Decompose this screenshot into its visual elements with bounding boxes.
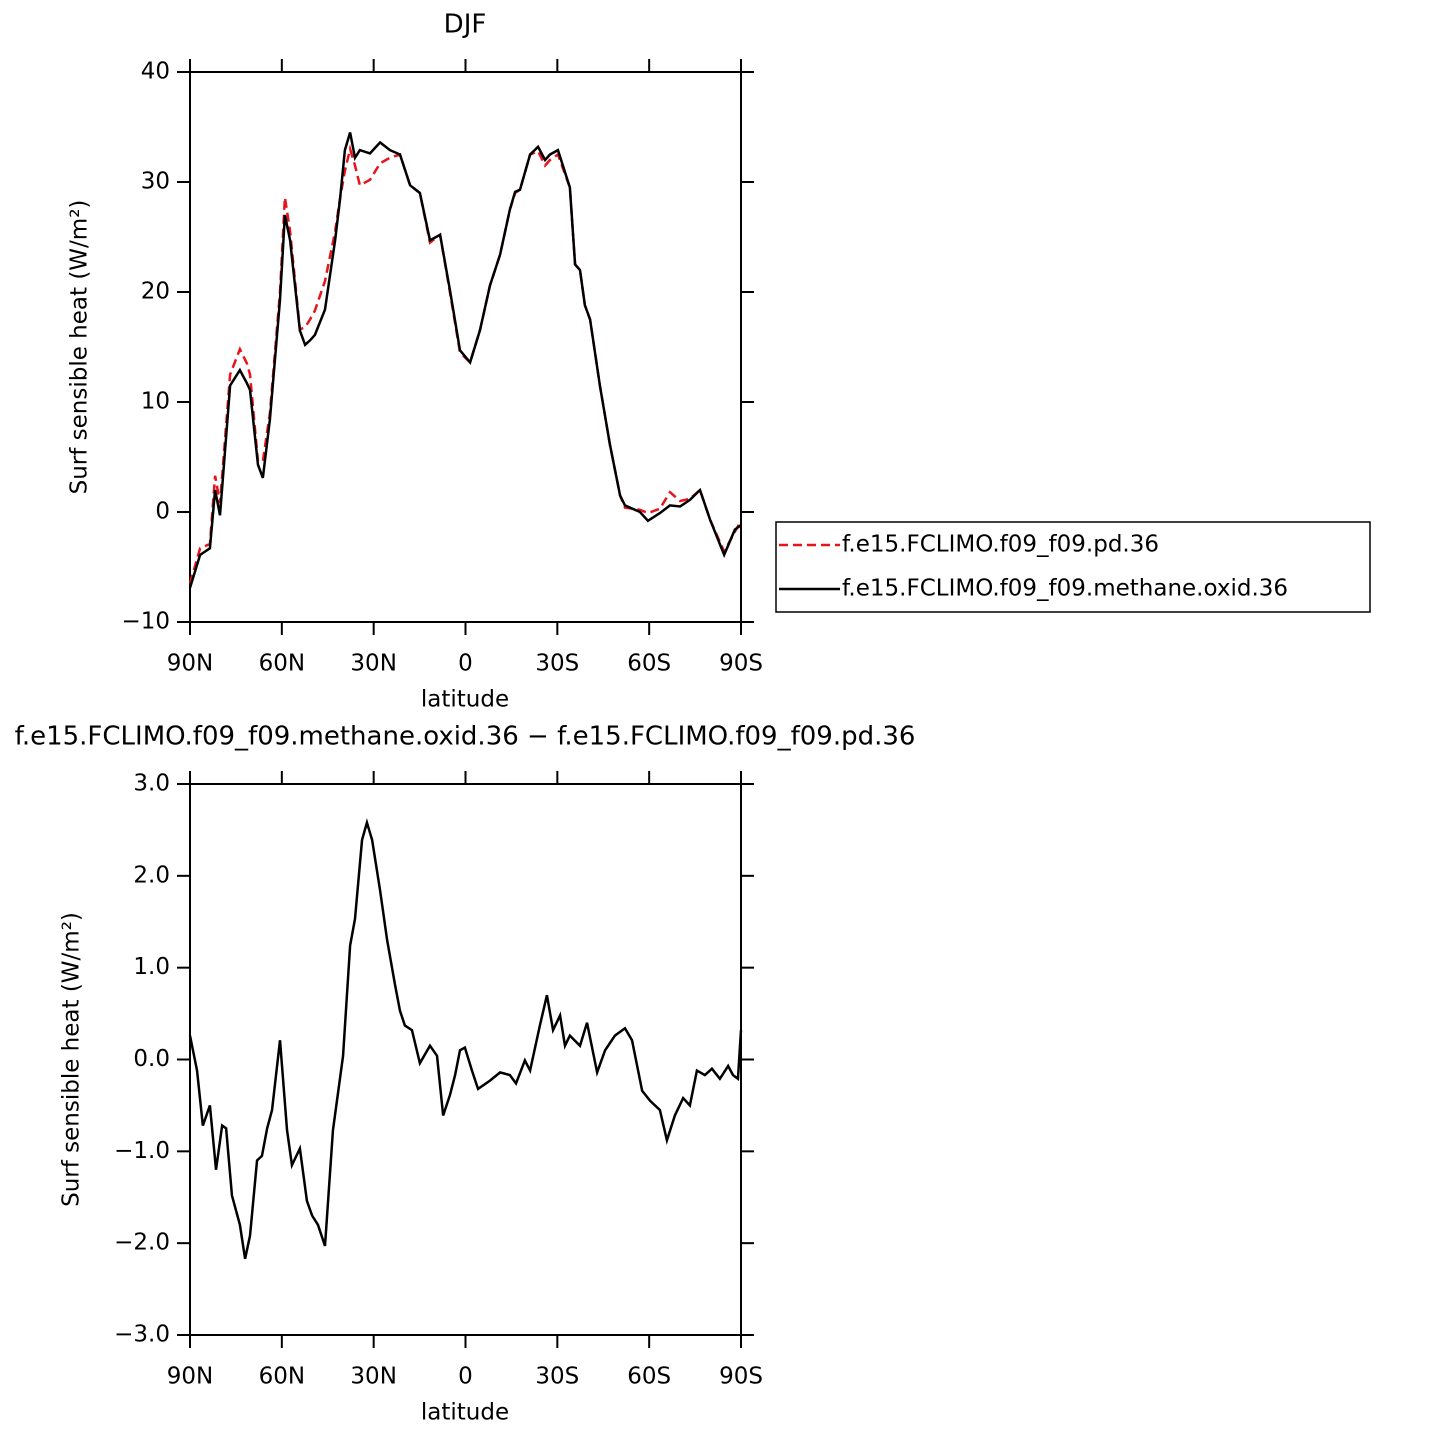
y-tick-label: −1.0 bbox=[114, 1138, 170, 1164]
x-tick-label: 0 bbox=[458, 651, 473, 677]
x-axis-label: latitude bbox=[421, 1400, 509, 1426]
y-tick-label: 30 bbox=[141, 169, 170, 195]
y-tick-label: 10 bbox=[141, 389, 170, 415]
x-tick-label: 60S bbox=[627, 1364, 671, 1390]
x-tick-label: 0 bbox=[458, 1364, 473, 1390]
plot-frame bbox=[189, 783, 742, 1336]
x-tick-label: 90N bbox=[167, 1364, 213, 1390]
y-tick-label: 1.0 bbox=[133, 954, 170, 980]
y-tick-label: 40 bbox=[141, 59, 170, 85]
y-tick-label: −10 bbox=[121, 609, 170, 635]
data-line bbox=[188, 132, 742, 589]
x-tick-label: 30N bbox=[350, 1364, 396, 1390]
x-tick-label: 60N bbox=[259, 651, 305, 677]
y-tick-label: 0 bbox=[155, 499, 170, 525]
x-tick-label: 30N bbox=[350, 651, 396, 677]
x-tick-label: 30S bbox=[535, 1364, 579, 1390]
y-tick-label: 3.0 bbox=[133, 771, 170, 797]
chart-title: f.e15.FCLIMO.f09_f09.methane.oxid.36 − f… bbox=[15, 722, 916, 752]
x-tick-label: 90S bbox=[719, 651, 763, 677]
data-line bbox=[188, 144, 743, 584]
y-tick-label: 2.0 bbox=[133, 862, 170, 888]
y-tick-label: 20 bbox=[141, 279, 170, 305]
y-tick-label: −3.0 bbox=[114, 1322, 170, 1348]
legend-label: f.e15.FCLIMO.f09_f09.pd.36 bbox=[842, 532, 1159, 558]
x-tick-label: 60N bbox=[259, 1364, 305, 1390]
x-tick-label: 90S bbox=[719, 1364, 763, 1390]
plot-frame bbox=[189, 71, 742, 623]
y-axis-label: Surf sensible heat (W/m²) bbox=[67, 200, 93, 495]
x-tick-label: 90N bbox=[167, 651, 213, 677]
y-tick-label: −2.0 bbox=[114, 1230, 170, 1256]
x-axis-label: latitude bbox=[421, 687, 509, 713]
chart-title: DJF bbox=[444, 10, 487, 40]
y-axis-label: Surf sensible heat (W/m²) bbox=[59, 912, 85, 1207]
data-line bbox=[188, 818, 743, 1260]
y-tick-label: 0.0 bbox=[133, 1046, 170, 1072]
x-tick-label: 60S bbox=[627, 651, 671, 677]
x-tick-label: 30S bbox=[535, 651, 579, 677]
legend-label: f.e15.FCLIMO.f09_f09.methane.oxid.36 bbox=[842, 576, 1288, 602]
legend-box bbox=[775, 521, 1371, 613]
